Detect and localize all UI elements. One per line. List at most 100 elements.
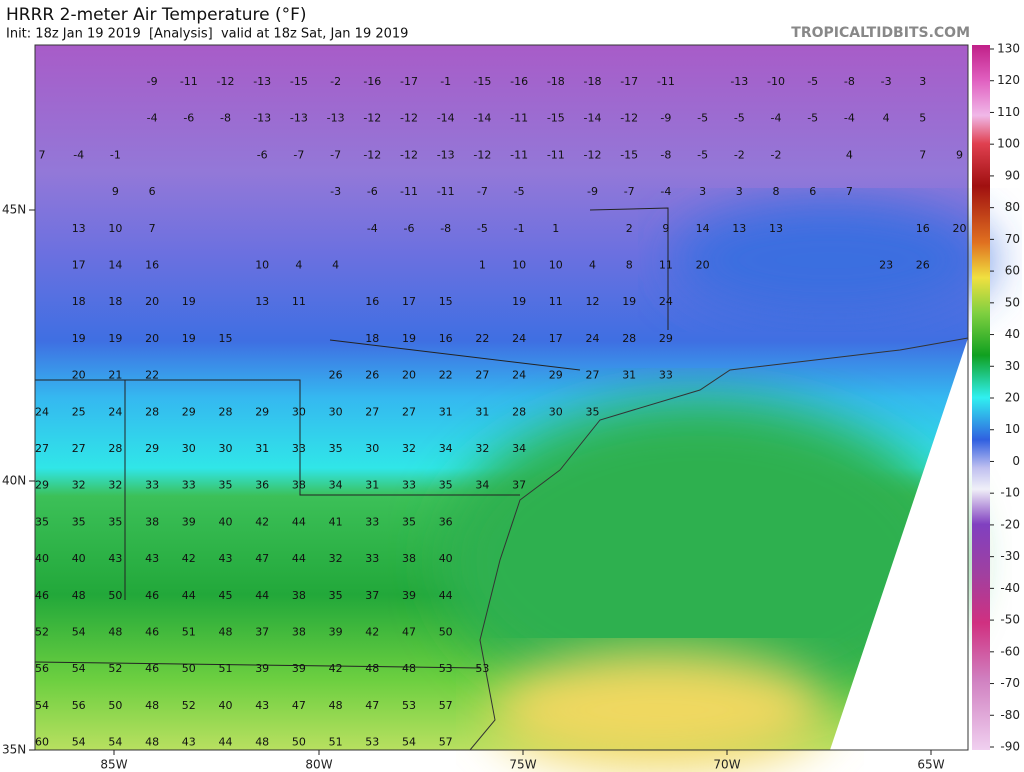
temperature-value: 42 (182, 552, 196, 565)
temperature-value: 35 (329, 589, 343, 602)
lat-label: 35N (2, 743, 26, 757)
temperature-value: 13 (732, 222, 746, 235)
temperature-value: 22 (475, 332, 489, 345)
temperature-value: 46 (145, 662, 159, 675)
temperature-value: -16 (510, 75, 528, 88)
temperature-value: 29 (145, 442, 159, 455)
temperature-value: -5 (477, 222, 488, 235)
temperature-value: -14 (437, 112, 455, 125)
temperature-value: 19 (72, 332, 86, 345)
temperature-value: -2 (734, 148, 745, 161)
temperature-value: -11 (437, 185, 455, 198)
temperature-value: 45 (219, 589, 233, 602)
temperature-value: 38 (292, 479, 306, 492)
temperature-value: 44 (439, 589, 453, 602)
colorbar-label: -10 (1000, 486, 1020, 500)
colorbar-label: 20 (1005, 391, 1020, 405)
temperature-value: 43 (108, 552, 122, 565)
temperature-value: 20 (953, 222, 967, 235)
temperature-value: 54 (72, 736, 86, 749)
temperature-value: 23 (879, 259, 893, 272)
colorbar-label: -20 (1000, 517, 1020, 531)
colorbar-label: -60 (1000, 644, 1020, 658)
temperature-value: 4 (846, 148, 853, 161)
temperature-value: 38 (145, 515, 159, 528)
temperature-value: 25 (72, 405, 86, 418)
temperature-value: 4 (295, 259, 302, 272)
temperature-value: 3 (736, 185, 743, 198)
colorbar-label: -50 (1000, 613, 1020, 627)
temperature-value: -9 (147, 75, 158, 88)
gulf-maine (670, 200, 990, 320)
temperature-value: 29 (659, 332, 673, 345)
temperature-value: 27 (586, 369, 600, 382)
temperature-value: 43 (255, 699, 269, 712)
temperature-value: -4 (660, 185, 671, 198)
temperature-value: -17 (620, 75, 638, 88)
temperature-value: 35 (402, 515, 416, 528)
temperature-value: -15 (290, 75, 308, 88)
temperature-value: 44 (292, 515, 306, 528)
temperature-value: 18 (72, 295, 86, 308)
coastline (469, 337, 969, 751)
temperature-value: 3 (699, 185, 706, 198)
temperature-value: -11 (400, 185, 418, 198)
temperature-value: -9 (660, 112, 671, 125)
temperature-value: 48 (402, 662, 416, 675)
temperature-value: 42 (329, 662, 343, 675)
temperature-value: 40 (35, 552, 49, 565)
temperature-value: 46 (145, 626, 159, 639)
map (34, 44, 990, 770)
temperature-value: 30 (182, 442, 196, 455)
temperature-value: -11 (510, 148, 528, 161)
temperature-value: 24 (512, 332, 526, 345)
temperature-value: 30 (549, 405, 563, 418)
temperature-value: 35 (329, 442, 343, 455)
temperature-value: 31 (439, 405, 453, 418)
temperature-value: 38 (292, 589, 306, 602)
temperature-value: -6 (404, 222, 415, 235)
temperature-value: 32 (402, 442, 416, 455)
temperature-value: -11 (180, 75, 198, 88)
temperature-value: -15 (547, 112, 565, 125)
temperature-value: 27 (402, 405, 416, 418)
temperature-value: 9 (112, 185, 119, 198)
temperature-value: 50 (108, 699, 122, 712)
temperature-value: 32 (475, 442, 489, 455)
temperature-value: -14 (584, 112, 602, 125)
temperature-value: -11 (510, 112, 528, 125)
temperature-value: -6 (183, 112, 194, 125)
temperature-value: -5 (697, 112, 708, 125)
temperature-value: -8 (844, 75, 855, 88)
temperature-value: -7 (477, 185, 488, 198)
temperature-value: 54 (72, 626, 86, 639)
temperature-value: -15 (620, 148, 638, 161)
temperature-value: 33 (365, 552, 379, 565)
colorbar-label: -70 (1000, 676, 1020, 690)
colorbar-label: -40 (1000, 581, 1020, 595)
temperature-value: -4 (367, 222, 378, 235)
temperature-value: 24 (35, 405, 49, 418)
temperature-value: 19 (108, 332, 122, 345)
temperature-value: 50 (182, 662, 196, 675)
colorbar-label: 120 (997, 73, 1020, 87)
temperature-value: 31 (475, 405, 489, 418)
colorbar-label: 10 (1005, 422, 1020, 436)
temperature-value: 20 (145, 332, 159, 345)
temperature-value: 7 (39, 148, 46, 161)
temperature-value: 13 (769, 222, 783, 235)
temperature-value: 6 (149, 185, 156, 198)
colorbar-label: 70 (1005, 232, 1020, 246)
lon-label: 85W (100, 758, 127, 772)
temperature-value: 28 (512, 405, 526, 418)
temperature-value: 19 (512, 295, 526, 308)
temperature-value: 24 (108, 405, 122, 418)
temperature-value: 50 (439, 626, 453, 639)
temperature-value: 16 (365, 295, 379, 308)
temperature-value: 54 (402, 736, 416, 749)
temperature-value: -6 (257, 148, 268, 161)
temperature-value: 53 (365, 736, 379, 749)
temperature-value: 26 (365, 369, 379, 382)
temperature-value: 47 (292, 699, 306, 712)
